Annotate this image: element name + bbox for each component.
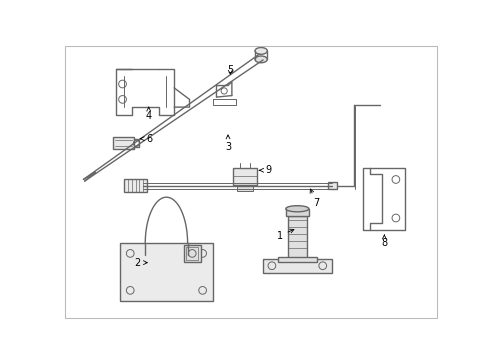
Text: 7: 7 <box>310 189 319 208</box>
Bar <box>328 182 337 189</box>
Bar <box>186 247 198 260</box>
Bar <box>124 180 147 192</box>
Text: 2: 2 <box>134 258 147 267</box>
Bar <box>278 257 317 262</box>
Ellipse shape <box>255 56 268 63</box>
Bar <box>120 243 213 301</box>
Bar <box>288 216 307 259</box>
Bar <box>184 245 201 262</box>
Text: 4: 4 <box>146 107 152 121</box>
Bar <box>286 209 309 216</box>
Text: 5: 5 <box>227 65 233 75</box>
Bar <box>263 259 332 273</box>
Text: 8: 8 <box>381 235 388 248</box>
Text: 6: 6 <box>140 134 152 144</box>
Text: 1: 1 <box>276 229 294 241</box>
Bar <box>113 137 134 149</box>
Bar <box>237 185 253 191</box>
Text: 9: 9 <box>259 165 271 175</box>
Text: 3: 3 <box>225 135 231 152</box>
Ellipse shape <box>286 206 309 212</box>
Bar <box>233 168 257 185</box>
Ellipse shape <box>255 48 268 54</box>
